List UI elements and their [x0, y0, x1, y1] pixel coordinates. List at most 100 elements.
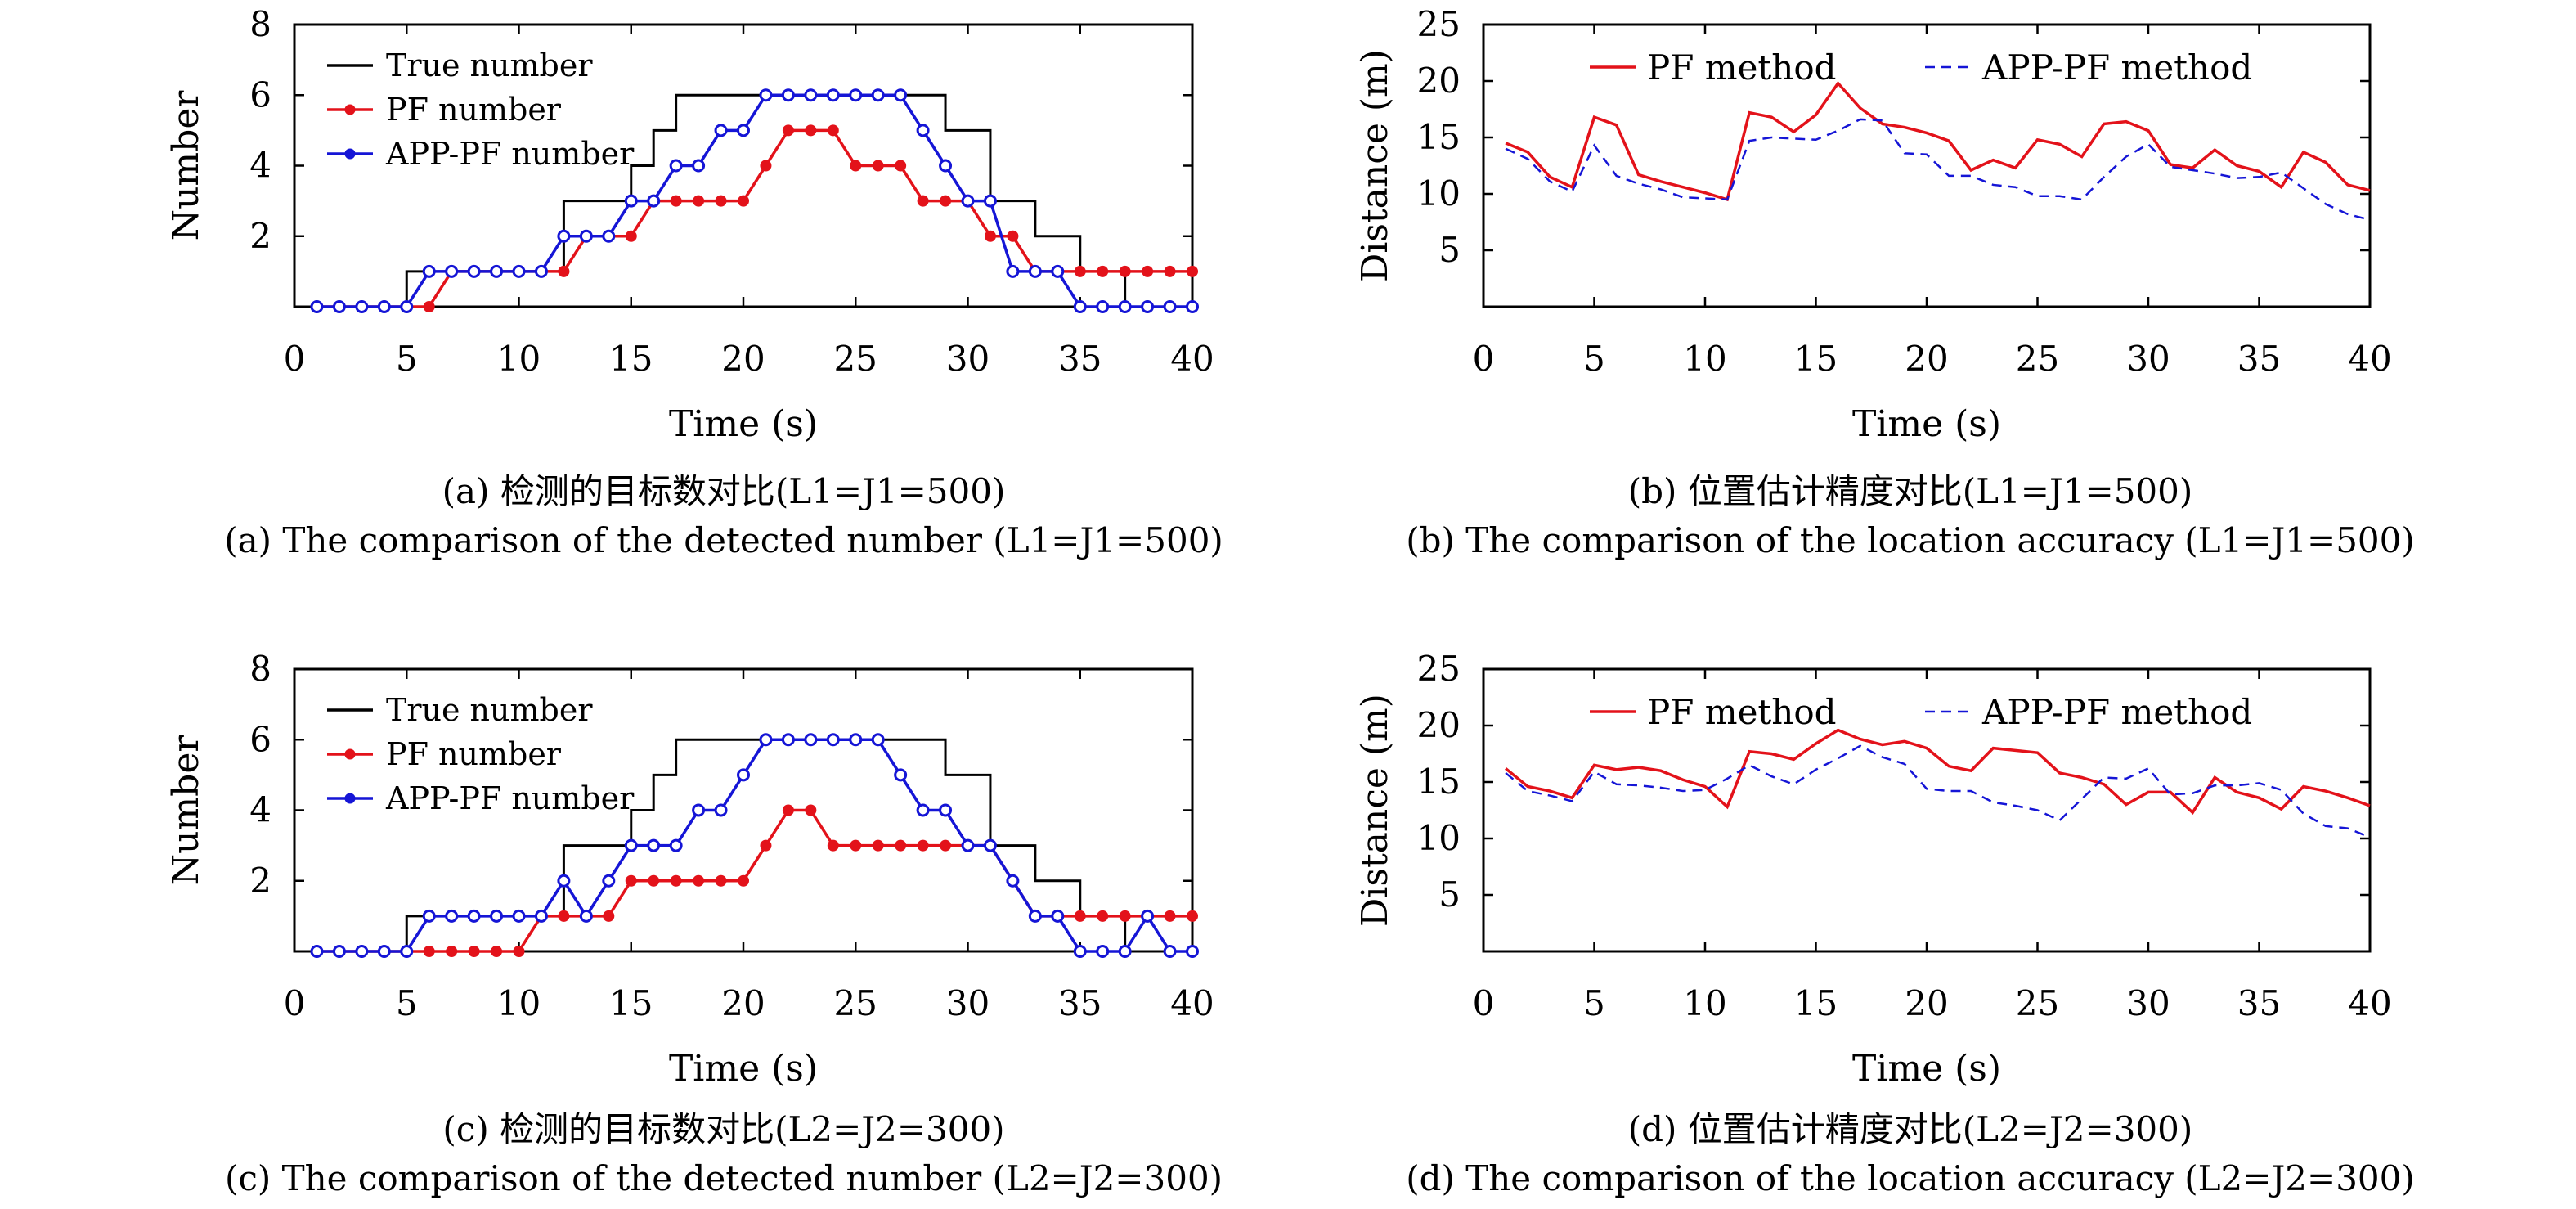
data-point: [491, 946, 503, 957]
legend: PF method APP-PF method: [1590, 692, 2252, 732]
legend-marker: [344, 748, 356, 760]
y-axis-label: Distance (m): [1354, 694, 1396, 927]
data-point: [939, 803, 953, 817]
y-axis-label: Number: [165, 735, 207, 886]
y-tick-label: 4: [249, 146, 272, 186]
data-point: [1097, 910, 1109, 922]
data-point: [872, 839, 884, 852]
data-point: [669, 159, 683, 173]
data-point: [692, 803, 706, 817]
x-tick-label: 40: [1170, 339, 1214, 379]
x-axis-label: Time (s): [669, 1048, 818, 1090]
x-tick-label: 15: [609, 983, 653, 1023]
series-line: [316, 738, 1192, 953]
x-tick-label: 5: [396, 339, 418, 379]
data-point: [917, 195, 929, 207]
data-point: [916, 803, 930, 817]
data-point: [602, 874, 616, 888]
data-point: [940, 195, 952, 207]
data-point: [332, 300, 346, 313]
data-point: [534, 264, 548, 278]
x-tick-label: 25: [834, 339, 877, 379]
series-app-pf-number: [310, 733, 1199, 958]
data-point: [737, 768, 750, 782]
legend-label: APP-PF method: [1981, 692, 2252, 732]
x-tick-label: 30: [2126, 983, 2170, 1023]
y-tick-label: 2: [249, 861, 272, 901]
data-point: [490, 264, 504, 278]
x-tick-label: 10: [497, 983, 541, 1023]
data-point: [603, 910, 615, 922]
chart-panel-b: 0 5 10 15 20 25 30 35 40 5 10 15 20 25 Time (s) Distanc…: [1354, 4, 2415, 560]
data-point: [894, 88, 908, 102]
data-point: [849, 88, 863, 102]
data-point: [513, 946, 525, 957]
y-tick-label: 4: [249, 790, 272, 830]
data-point: [894, 768, 908, 782]
data-point: [490, 909, 504, 923]
y-axis-label: Distance (m): [1354, 49, 1396, 282]
data-point: [826, 733, 840, 747]
data-point: [759, 88, 773, 102]
x-tick-label: 5: [1583, 339, 1605, 379]
data-point: [850, 160, 862, 172]
y-tick-label: 6: [249, 719, 272, 759]
data-point: [827, 839, 839, 852]
x-tick-label: 40: [2348, 983, 2391, 1023]
data-point: [760, 160, 772, 172]
x-tick-label: 20: [1905, 983, 1948, 1023]
data-point: [871, 88, 885, 102]
data-point: [1007, 230, 1019, 242]
data-point: [805, 124, 817, 137]
data-point: [557, 874, 571, 888]
chart-panel-c: 0 5 10 15 20 25 30 35 40 2 4 6 8 Time (s) Number True n…: [165, 649, 1223, 1198]
series-pf-method: [1505, 80, 2371, 202]
x-tick-label: 20: [1905, 339, 1948, 379]
x-tick-label: 25: [834, 983, 877, 1023]
data-point: [557, 229, 571, 243]
data-point: [446, 946, 458, 957]
data-point: [579, 909, 593, 923]
y-tick-label: 20: [1417, 61, 1461, 101]
x-tick-label: 0: [1473, 983, 1495, 1023]
y-tick-label: 15: [1417, 762, 1461, 802]
data-point: [1096, 300, 1110, 313]
series-app-pf-method: [1505, 744, 2371, 838]
series-app-pf-method: [1505, 118, 2371, 221]
x-tick-label: 35: [2237, 983, 2281, 1023]
data-point: [1118, 945, 1132, 958]
data-point: [1118, 300, 1132, 313]
data-point: [961, 838, 975, 852]
y-tick-label: 6: [249, 74, 272, 115]
x-tick-label: 35: [2237, 339, 2281, 379]
chart-panel-d: 0 5 10 15 20 25 30 35 40 5 10 15 20 25 Time (s) Distanc…: [1354, 649, 2415, 1198]
series-line: [1505, 118, 2371, 221]
y-tick-label: 10: [1417, 173, 1461, 213]
data-point: [1164, 910, 1176, 922]
data-point: [1163, 300, 1177, 313]
legend: True number PF number APP-PF number: [327, 47, 635, 172]
data-point: [940, 839, 952, 852]
data-point: [692, 159, 706, 173]
x-tick-label: 10: [497, 339, 541, 379]
legend: True number PF number APP-PF number: [327, 692, 635, 816]
data-point: [693, 195, 705, 207]
data-point: [827, 124, 839, 137]
x-tick-label: 0: [284, 983, 306, 1023]
data-point: [1141, 300, 1155, 313]
x-tick-label: 5: [396, 983, 418, 1023]
caption-chinese: (c) 检测的目标数对比(L2=J2=300): [442, 1109, 1004, 1149]
data-point: [1186, 300, 1199, 313]
x-tick-label: 40: [2348, 339, 2391, 379]
data-point: [714, 124, 728, 137]
x-tick-label: 30: [946, 983, 990, 1023]
data-point: [1186, 945, 1199, 958]
data-point: [423, 946, 435, 957]
legend-label: APP-PF number: [385, 136, 635, 172]
data-point: [558, 265, 570, 277]
data-point: [310, 300, 324, 313]
data-point: [781, 733, 795, 747]
x-tick-label: 35: [1058, 983, 1102, 1023]
data-point: [1142, 265, 1154, 277]
data-point: [1073, 945, 1087, 958]
